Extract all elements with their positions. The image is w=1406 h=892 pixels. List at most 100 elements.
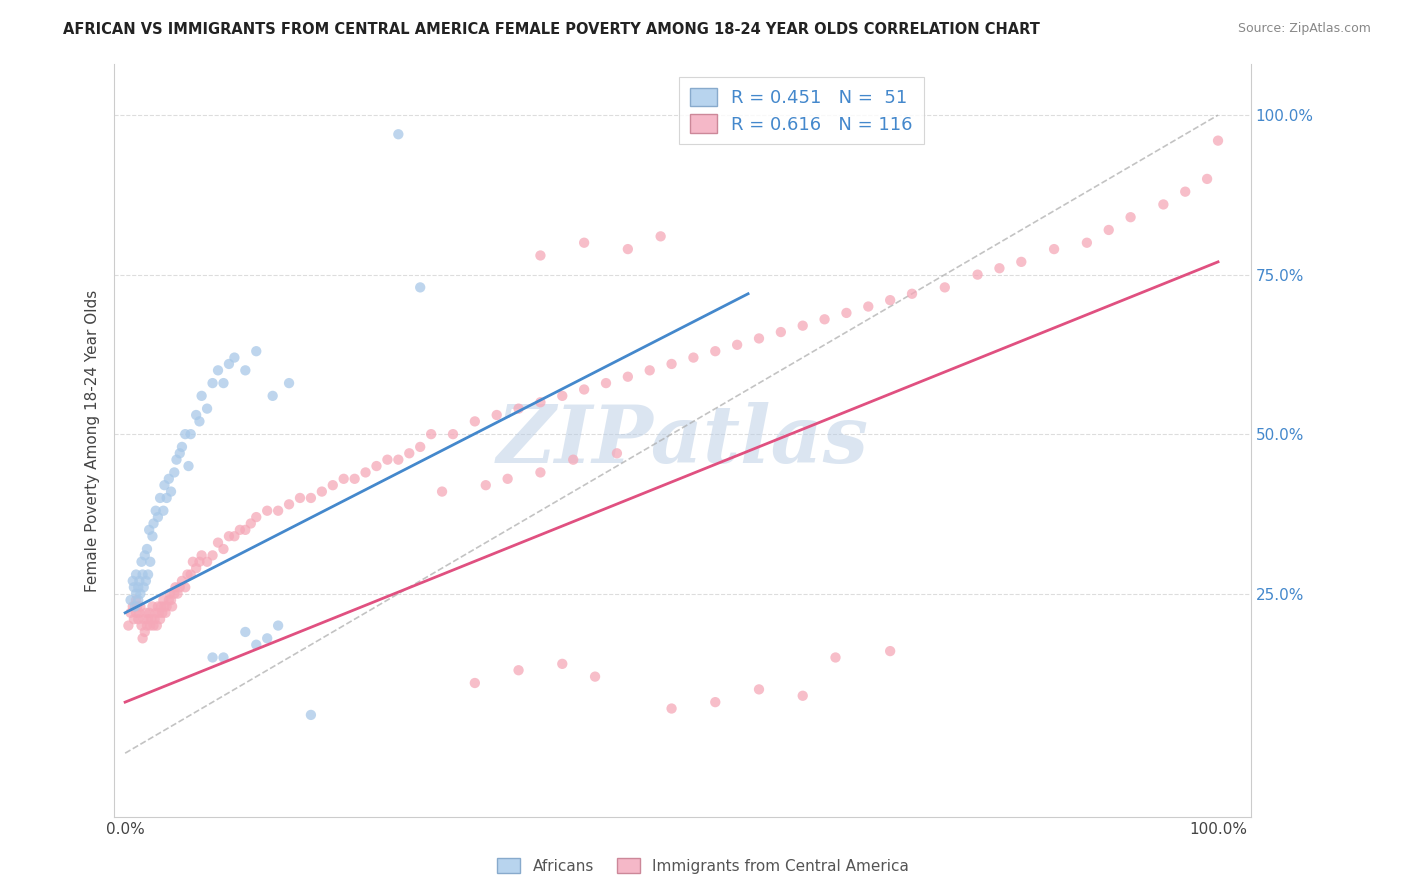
Point <box>188 555 211 569</box>
Point <box>245 638 267 652</box>
Point <box>135 574 157 588</box>
Point <box>124 599 146 614</box>
Point <box>464 414 486 428</box>
Point <box>229 523 252 537</box>
Point <box>879 293 901 307</box>
Point <box>195 401 218 416</box>
Point <box>150 606 173 620</box>
Point <box>181 555 204 569</box>
Point <box>132 580 155 594</box>
Legend: Africans, Immigrants from Central America: Africans, Immigrants from Central Americ… <box>491 852 915 880</box>
Point <box>409 440 432 454</box>
Point <box>174 580 197 594</box>
Point <box>201 650 224 665</box>
Point <box>146 599 169 614</box>
Point <box>901 286 924 301</box>
Point <box>134 549 156 563</box>
Point <box>143 612 166 626</box>
Point <box>529 248 551 262</box>
Point <box>792 318 814 333</box>
Point <box>138 606 160 620</box>
Point <box>121 574 143 588</box>
Point <box>136 612 159 626</box>
Point <box>1206 134 1229 148</box>
Point <box>409 280 432 294</box>
Point <box>212 650 235 665</box>
Point <box>152 504 174 518</box>
Point <box>218 529 240 543</box>
Point <box>155 606 177 620</box>
Point <box>145 504 167 518</box>
Point <box>149 612 172 626</box>
Point <box>129 587 152 601</box>
Point <box>190 549 212 563</box>
Point <box>170 574 193 588</box>
Point <box>201 549 224 563</box>
Point <box>150 599 173 614</box>
Point <box>988 261 1011 276</box>
Point <box>858 300 880 314</box>
Point <box>138 523 160 537</box>
Point <box>267 618 290 632</box>
Point <box>177 458 200 473</box>
Point <box>278 376 301 390</box>
Point <box>136 618 159 632</box>
Point <box>311 484 333 499</box>
Point <box>387 452 409 467</box>
Point <box>1152 197 1174 211</box>
Point <box>169 446 191 460</box>
Point <box>212 541 235 556</box>
Point <box>166 452 188 467</box>
Point <box>430 484 453 499</box>
Point <box>146 510 169 524</box>
Point <box>131 567 153 582</box>
Point <box>148 606 170 620</box>
Point <box>160 599 183 614</box>
Point <box>156 491 179 505</box>
Point <box>122 580 145 594</box>
Point <box>256 504 278 518</box>
Point <box>142 516 165 531</box>
Point <box>682 351 704 365</box>
Text: ZIPatlas: ZIPatlas <box>496 401 869 479</box>
Point <box>180 427 202 442</box>
Point <box>149 491 172 505</box>
Point <box>120 593 142 607</box>
Point <box>131 618 153 632</box>
Point <box>186 408 208 422</box>
Point <box>606 446 628 460</box>
Point <box>157 593 180 607</box>
Point <box>256 632 278 646</box>
Point <box>128 606 150 620</box>
Point <box>661 701 683 715</box>
Point <box>562 452 585 467</box>
Point <box>125 593 148 607</box>
Point <box>387 128 409 142</box>
Point <box>835 306 858 320</box>
Point <box>159 587 181 601</box>
Point <box>169 580 191 594</box>
Point <box>966 268 988 282</box>
Point <box>245 344 267 359</box>
Point <box>135 606 157 620</box>
Point <box>125 606 148 620</box>
Point <box>529 395 551 409</box>
Point <box>572 383 595 397</box>
Point <box>262 389 284 403</box>
Point <box>572 235 595 250</box>
Point <box>207 363 229 377</box>
Point <box>180 567 202 582</box>
Point <box>322 478 344 492</box>
Point <box>163 466 186 480</box>
Point <box>131 555 153 569</box>
Point <box>195 555 218 569</box>
Point <box>160 484 183 499</box>
Point <box>160 593 183 607</box>
Point <box>139 618 162 632</box>
Point <box>288 491 311 505</box>
Point <box>366 458 388 473</box>
Point <box>1197 172 1219 186</box>
Point <box>551 657 574 671</box>
Point <box>441 427 464 442</box>
Point <box>343 472 366 486</box>
